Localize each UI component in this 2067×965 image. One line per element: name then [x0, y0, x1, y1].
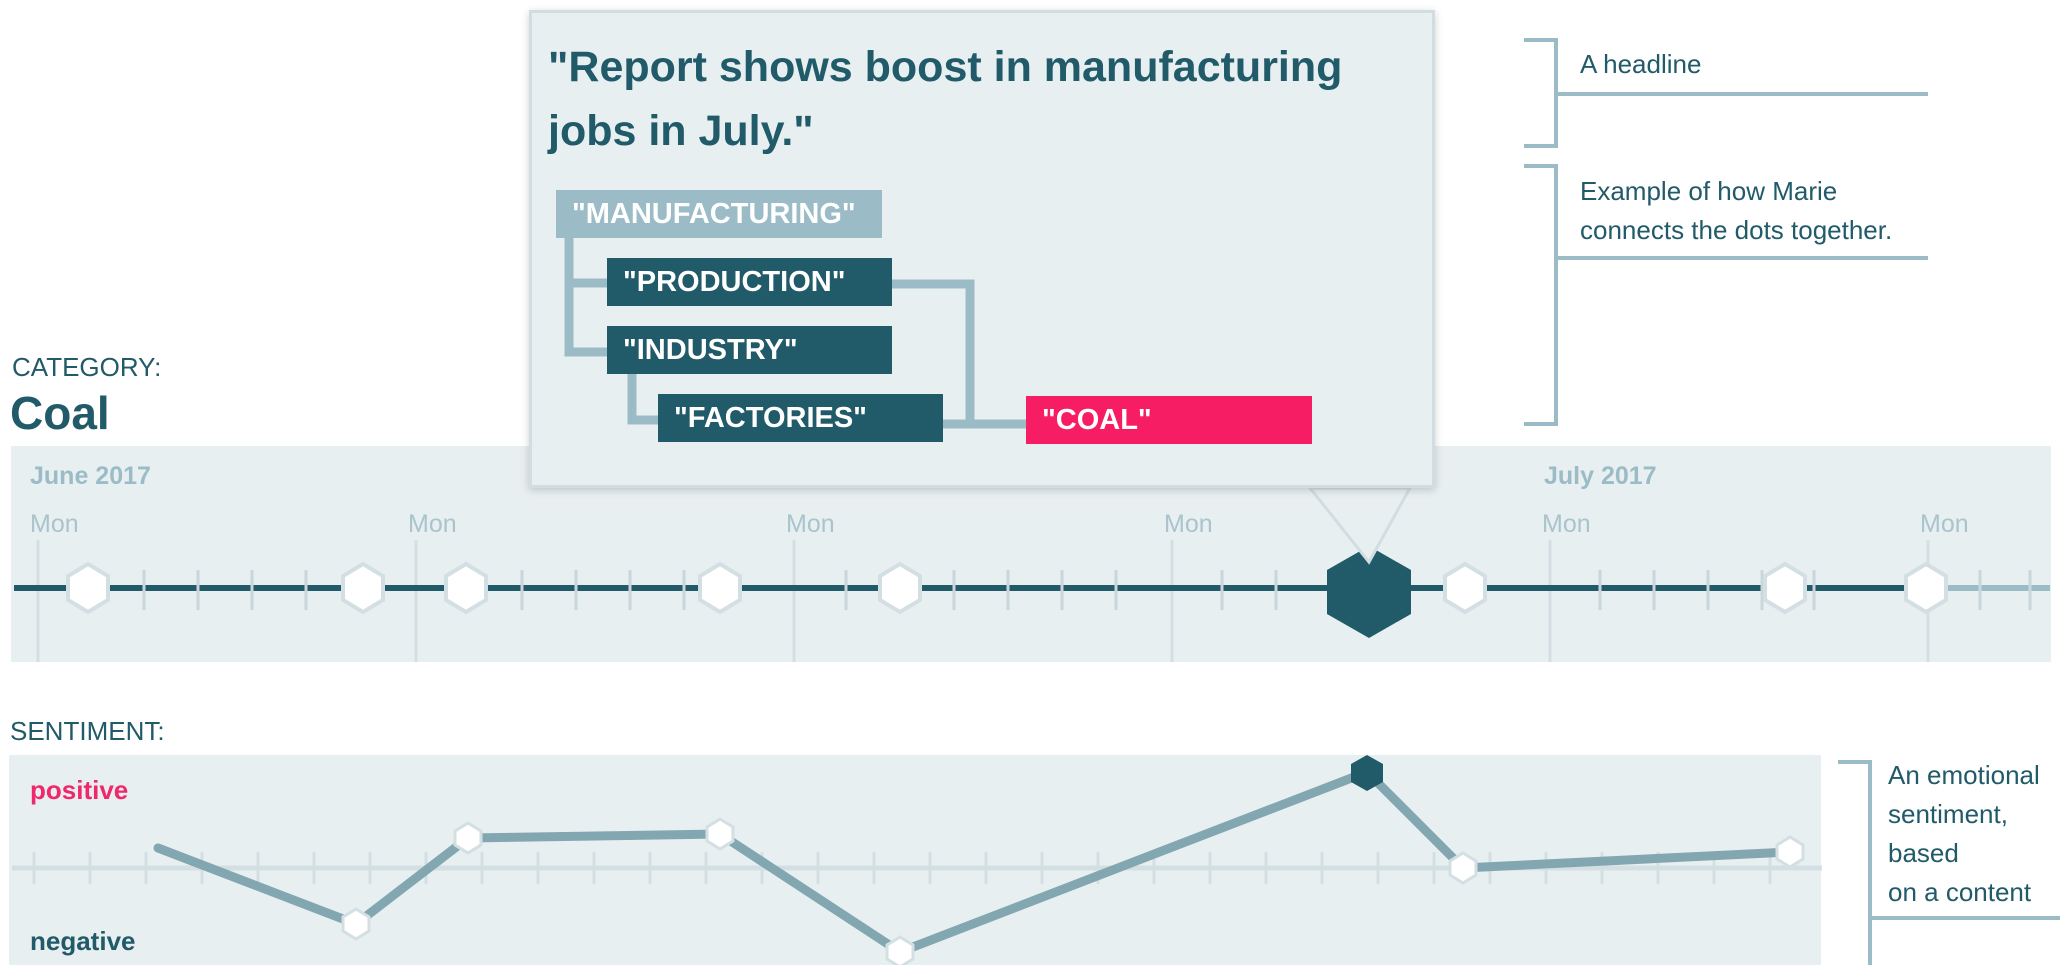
keyword-production: "PRODUCTION": [607, 258, 892, 306]
dots-bracket: [1524, 164, 1558, 426]
day-label: Mon: [1164, 510, 1213, 538]
sentiment-point: [341, 907, 371, 941]
sentiment-note-line4: on a content: [1888, 877, 2032, 907]
connector-industry-factories: [627, 370, 660, 425]
keyword-factories: "FACTORIES": [658, 394, 943, 442]
selected-article-marker: [1327, 546, 1411, 638]
sentiment-band: [9, 755, 1821, 965]
headline-popup: "Report shows boost in manufacturing job…: [529, 10, 1435, 488]
keyword-industry: "INDUSTRY": [607, 326, 892, 374]
article-marker: [66, 561, 110, 615]
article-marker: [1763, 561, 1807, 615]
category-label: CATEGORY:: [12, 352, 162, 382]
day-label: Mon: [786, 510, 835, 538]
sentiment-line: [153, 767, 1795, 957]
connector-manufacturing-industry: [564, 283, 608, 357]
article-marker: [341, 561, 385, 615]
sentiment-point: [885, 935, 915, 965]
annotation-brackets: [1524, 38, 2060, 965]
category-value: Coal: [10, 387, 110, 439]
sentiment-negative-label: negative: [30, 926, 136, 956]
day-label: Mon: [408, 510, 457, 538]
day-label: Mon: [1542, 510, 1591, 538]
article-marker: [878, 561, 922, 615]
day-label: Mon: [30, 510, 79, 538]
day-label: Mon: [1920, 510, 1969, 538]
headline-note: A headline: [1580, 49, 1702, 79]
sentiment-point: [1448, 851, 1478, 885]
article-marker: [444, 561, 488, 615]
sentiment-point: [705, 817, 735, 851]
sentiment-point: [453, 821, 483, 855]
timeline-ticks: [142, 570, 2032, 610]
keyword-manufacturing: "MANUFACTURING": [556, 190, 882, 238]
keyword-coal: "COAL": [1026, 396, 1312, 444]
popup-headline: "Report shows boost in manufacturing job…: [548, 43, 1343, 155]
month-label-july: July 2017: [1544, 462, 1657, 490]
sentiment-point: [1775, 835, 1805, 869]
connector-manufacturing-production: [564, 237, 608, 288]
article-marker: [1443, 561, 1487, 615]
sentiment-note-line1: An emotional: [1888, 760, 2040, 790]
headline-bracket: [1524, 38, 1558, 148]
article-marker: [698, 561, 742, 615]
dots-note-line2: connects the dots together.: [1580, 215, 1893, 245]
dots-note-line1: Example of how Marie: [1580, 176, 1838, 206]
keyword-connectors: [564, 237, 1028, 429]
sentiment-bracket: [1838, 760, 1872, 965]
sentiment-note-line3: based: [1888, 838, 1959, 868]
sentiment-selected-point: [1351, 755, 1383, 791]
sentiment-note-line2: sentiment,: [1888, 799, 2008, 829]
popup-pointer: [1306, 486, 1413, 565]
sentiment-positive-label: positive: [30, 775, 129, 805]
sentiment-points: [341, 817, 1805, 965]
month-label-june: June 2017: [30, 462, 151, 490]
timeline-markers: [66, 561, 1948, 615]
day-gridlines: [36, 540, 1930, 662]
article-marker: [1904, 561, 1948, 615]
sentiment-label: SENTIMENT:: [10, 716, 165, 746]
